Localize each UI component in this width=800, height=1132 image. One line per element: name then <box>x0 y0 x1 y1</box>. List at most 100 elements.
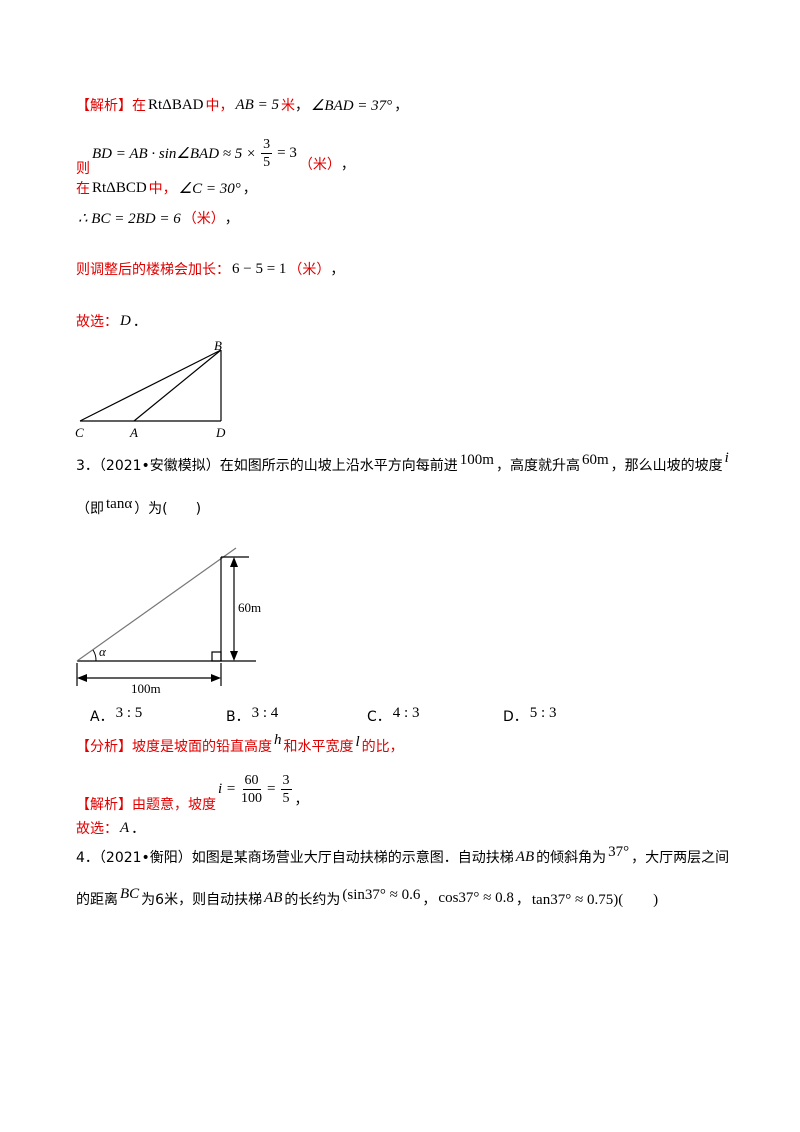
text: ， <box>515 891 530 908</box>
text: ． <box>131 821 146 837</box>
denominator: 5 <box>282 790 290 806</box>
option-text: 5 : 3 <box>529 704 557 721</box>
text: ， <box>294 792 309 808</box>
text: ，高度就升高 <box>495 458 580 474</box>
text: ）为( ) <box>134 501 202 517</box>
math: tanα <box>106 495 133 512</box>
text: ， <box>242 181 257 197</box>
math: 60m <box>581 451 609 468</box>
option-letter: B． <box>226 709 250 725</box>
text: 故选： <box>76 314 118 330</box>
fraction: 60 100 <box>241 772 262 807</box>
solution-line: 【解析】在 RtΔBAD 中， AB = 5 米 ， ∠BAD = 37° ， <box>76 95 408 115</box>
text: 则调整后的楼梯会加长： <box>76 262 230 278</box>
math: ∴ BC = 2BD = 6 <box>78 210 181 227</box>
option-letter: A． <box>90 709 114 725</box>
figure-2 <box>76 547 256 686</box>
math: = <box>267 780 276 797</box>
option-letter: C． <box>367 709 391 725</box>
text: （米） <box>298 157 341 173</box>
text: ， <box>330 262 345 278</box>
math: i <box>724 449 729 466</box>
text: （即 <box>76 501 104 517</box>
answer-line: 故选： A ． <box>76 818 145 838</box>
option-letter: D． <box>503 709 528 725</box>
math: A <box>120 819 130 836</box>
numerator: 3 <box>261 136 273 154</box>
arrowhead <box>230 651 238 661</box>
math: BC <box>120 886 140 902</box>
numerator: 3 <box>280 772 292 790</box>
text: 的距离 <box>76 891 118 908</box>
figure-1 <box>79 349 222 422</box>
angle-label: α <box>99 644 107 659</box>
solution-line: ∴ BC = 2BD = 6 （米） ， <box>76 208 239 228</box>
option: D． 5 : 3 <box>503 704 558 726</box>
math: cos37° ≈ 0.8 <box>438 890 514 906</box>
option-text: 3 : 5 <box>115 704 143 721</box>
text: 故选： <box>76 821 118 837</box>
text: 中， <box>205 98 234 114</box>
text: 【分析】坡度是坡面的铅直高度 <box>76 739 272 755</box>
math: ∠C = 30° <box>178 180 241 197</box>
text: （米） <box>182 211 225 227</box>
option: A． 3 : 5 <box>90 704 144 726</box>
math: D <box>120 312 131 329</box>
option-text: 4 : 3 <box>392 704 420 721</box>
text: ， <box>294 98 309 114</box>
text: 和水平宽度 <box>283 739 354 755</box>
math: = 3 <box>277 144 297 161</box>
point-label: A <box>129 425 138 440</box>
slope <box>76 547 237 662</box>
text: 则 <box>76 161 90 177</box>
answer-line: 故选： D ． <box>76 311 147 331</box>
text: 米 <box>280 98 295 114</box>
segment <box>79 349 222 422</box>
question-line: 3．（2021•安徽模拟）在如图所示的山坡上沿水平方向每前进 100m ，高度就… <box>76 450 731 475</box>
question-line: 的距离 BC 为6米，则自动扶梯 AB 的长约为 (sin37° ≈ 0.6 ，… <box>76 886 660 909</box>
denominator: 5 <box>263 154 271 170</box>
point-label: B <box>214 338 222 353</box>
question-line: 4．（2021•衡阳）如图是某商场营业大厅自动扶梯的示意图．自动扶梯 AB 的倾… <box>76 843 729 867</box>
text: ，那么山坡的坡度 <box>610 458 723 474</box>
math: 37° <box>608 843 630 860</box>
math: l <box>355 733 360 750</box>
math: tan37° ≈ 0.75)( ) <box>531 892 659 908</box>
math: AB = 5 <box>235 96 279 113</box>
math: AB <box>264 890 283 906</box>
analysis-line: 【分析】坡度是坡面的铅直高度 h 和水平宽度 l 的比， <box>76 732 404 756</box>
right-angle <box>211 651 222 662</box>
arrowhead <box>77 674 87 682</box>
text: ， <box>340 157 355 173</box>
math: h <box>274 731 282 748</box>
text: 的长约为 <box>284 891 341 908</box>
math: RtΔBAD <box>148 96 204 113</box>
numerator: 60 <box>242 772 261 790</box>
math: AB <box>515 848 535 865</box>
math: 6 − 5 = 1 <box>232 260 287 277</box>
math: 100m <box>459 451 494 468</box>
text: （米） <box>288 262 331 278</box>
text: 在 <box>76 181 90 197</box>
text: 4．（2021•衡阳）如图是某商场营业大厅自动扶梯的示意图．自动扶梯 <box>76 850 514 866</box>
figure-1-labels: B C A D <box>75 338 226 440</box>
text: 【解析】在 <box>76 98 146 114</box>
dimension-label: 60m <box>238 600 261 615</box>
math: (sin37° ≈ 0.6 <box>342 887 421 903</box>
math: ∠BAD = 37° <box>310 97 393 114</box>
math: i = <box>218 780 237 797</box>
arrowheads <box>77 557 238 682</box>
text: ， <box>422 891 437 908</box>
solution-line: 在 RtΔBCD 中， ∠C = 30° ， <box>76 178 257 198</box>
angle-arc <box>92 649 97 662</box>
question-line: （即 tanα ）为( ) <box>76 495 202 518</box>
point-label: D <box>215 425 226 440</box>
solution-line: 则调整后的楼梯会加长： 6 − 5 = 1 （米） ， <box>76 259 344 279</box>
segment <box>133 349 222 422</box>
